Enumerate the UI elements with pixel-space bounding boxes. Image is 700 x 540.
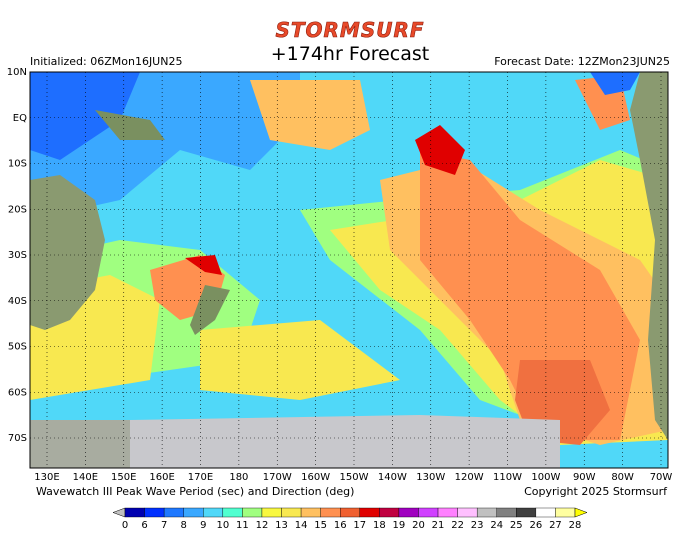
legend-label: 20: [412, 520, 425, 531]
legend-swatch: [222, 507, 243, 518]
legend-swatch: [320, 507, 341, 518]
legend-label: 8: [181, 520, 187, 531]
lon-label: 130W: [416, 472, 445, 483]
legend-swatch: [437, 507, 458, 518]
lat-label: 60S: [8, 387, 27, 398]
map-field: [30, 72, 668, 468]
lon-label: 140E: [73, 472, 98, 483]
copyright: Copyright 2025 Stormsurf: [524, 485, 667, 498]
legend-label: 7: [161, 520, 167, 531]
legend-swatch: [261, 507, 282, 518]
lon-label: 130E: [34, 472, 59, 483]
lon-label: 160W: [301, 472, 330, 483]
lat-label: 30S: [8, 250, 27, 261]
lon-label: 70W: [650, 472, 673, 483]
legend-label: 11: [236, 520, 249, 531]
south-america: [630, 72, 668, 440]
legend-swatch: [163, 507, 184, 518]
lat-label: 70S: [8, 433, 27, 444]
legend-swatch: [516, 507, 537, 518]
lon-label: 110W: [493, 472, 522, 483]
red-zone: [185, 255, 222, 275]
legend-arrow-left: [112, 507, 126, 518]
legend-swatch: [124, 507, 145, 518]
legend-swatch: [535, 507, 556, 518]
legend-swatch: [144, 507, 165, 518]
new-guinea: [95, 110, 165, 140]
legend-label: 16: [334, 520, 347, 531]
legend-label: 27: [549, 520, 562, 531]
lat-label: 10S: [8, 159, 27, 170]
light-orange-zone: [250, 80, 370, 150]
legend-label: 21: [432, 520, 445, 531]
red-zone: [415, 125, 465, 175]
legend-label: 13: [275, 520, 288, 531]
legend-label: 6: [141, 520, 147, 531]
antarctica: [130, 415, 560, 468]
map-frame: [29, 71, 669, 469]
australia: [30, 175, 105, 330]
blue-zone: [30, 72, 140, 160]
legend-label: 24: [490, 520, 503, 531]
legend-swatch: [418, 507, 439, 518]
legend-label: 0: [122, 520, 128, 531]
legend-swatch: [555, 507, 576, 518]
yellow-zone: [200, 320, 400, 400]
lon-label: 170W: [263, 472, 292, 483]
logo: STORMSURF: [275, 18, 425, 43]
caption: Wavewatch III Peak Wave Period (sec) and…: [36, 485, 355, 498]
lon-label: 120W: [455, 472, 484, 483]
legend-label: 15: [314, 520, 327, 531]
lat-label: 50S: [8, 342, 27, 353]
legend-label: 25: [510, 520, 523, 531]
legend-label: 26: [530, 520, 543, 531]
legend-swatch: [457, 507, 478, 518]
initialized: Initialized: 06ZMon16JUN25: [30, 55, 183, 68]
legend-label: 28: [569, 520, 582, 531]
new-zealand: [190, 285, 230, 335]
lat-label: EQ: [13, 113, 27, 124]
lon-label: 160E: [149, 472, 174, 483]
land: [30, 420, 130, 468]
legend-swatch: [183, 507, 204, 518]
legend-swatch: [281, 507, 302, 518]
legend-label: 18: [373, 520, 386, 531]
lon-label: 170E: [188, 472, 213, 483]
legend-swatch: [340, 507, 360, 518]
lon-label: 100W: [531, 472, 560, 483]
title: +174hr Forecast: [270, 43, 430, 65]
legend-swatch: [398, 507, 419, 518]
lon-label: 90W: [573, 472, 596, 483]
legend-label: 17: [353, 520, 366, 531]
lon-label: 150E: [111, 472, 136, 483]
legend-label: 14: [295, 520, 308, 531]
legend-arrow-right: [574, 507, 588, 518]
lon-label: 80W: [611, 472, 634, 483]
legend-swatch: [476, 507, 497, 518]
lon-label: 180: [229, 472, 248, 483]
lon-label: 140W: [378, 472, 407, 483]
lon-label: 150W: [340, 472, 369, 483]
lat-label: 40S: [8, 296, 27, 307]
legend-label: 23: [471, 520, 484, 531]
grid: 10N EQ 10S 20S 30S 40S 50S 60S 70S 130E 140E 150E 16…: [7, 67, 673, 483]
legend-swatch: [496, 507, 517, 518]
legend-swatch: [359, 507, 380, 518]
legend: 0 6 7 8 9 10 11 12 13 14 15 16 17 18 19 20 21 22 23 24 25 26 2…: [112, 507, 588, 531]
legend-label: 12: [256, 520, 269, 531]
legend-label: 22: [451, 520, 464, 531]
legend-label: 19: [393, 520, 406, 531]
legend-label: 10: [216, 520, 229, 531]
legend-swatch: [242, 507, 263, 518]
legend-swatch: [203, 507, 224, 518]
lat-label: 20S: [8, 204, 27, 215]
legend-label: 9: [200, 520, 206, 531]
lat-label: 10N: [7, 67, 27, 78]
legend-swatch: [300, 507, 321, 518]
blue-zone: [590, 72, 640, 95]
forecast-date: Forecast Date: 12ZMon23JUN25: [494, 55, 670, 68]
legend-swatch: [379, 507, 400, 518]
